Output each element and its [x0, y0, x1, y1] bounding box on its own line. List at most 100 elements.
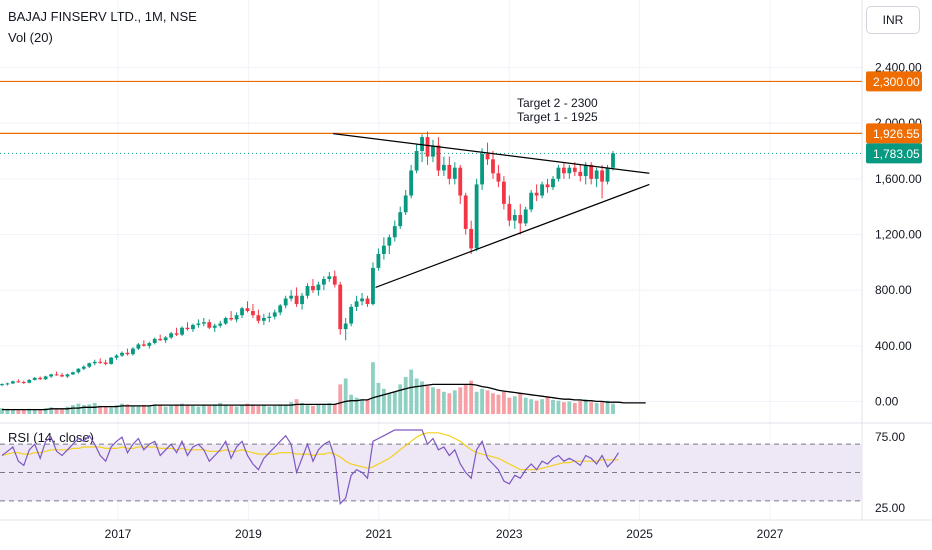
candle [578, 164, 583, 182]
candle-body [371, 267, 375, 305]
candle-body [283, 298, 288, 306]
candle-body [349, 306, 354, 324]
volume-bar [196, 406, 201, 414]
volume-bar [578, 400, 583, 414]
candle [229, 311, 234, 321]
volume-bar [218, 402, 223, 414]
candle-body [534, 192, 539, 196]
volume-bar [354, 397, 359, 414]
candle-body [512, 215, 517, 221]
volume-bar [469, 380, 474, 414]
candle [501, 176, 506, 210]
candle-body [43, 376, 48, 380]
candle [431, 139, 435, 163]
volume-bar [38, 410, 43, 414]
candle-body [529, 192, 534, 210]
candle-body [0, 384, 4, 386]
candle [381, 237, 386, 260]
candle-body [485, 153, 490, 160]
volume-bar [278, 404, 283, 414]
candle [403, 189, 408, 216]
candle [38, 376, 43, 380]
candle [321, 276, 326, 291]
volume-bar [332, 404, 337, 414]
candle-body [469, 228, 474, 249]
candle [594, 167, 599, 188]
candle [387, 234, 392, 254]
currency-button[interactable]: INR [866, 6, 920, 34]
candle-body [436, 145, 441, 171]
volume-bar [300, 402, 304, 414]
candle [452, 162, 457, 185]
candle-body [289, 295, 294, 299]
rsi-tick-label: 25.00 [875, 501, 905, 515]
volume-bar [152, 404, 157, 414]
candle [332, 270, 337, 288]
candle-body [327, 276, 332, 280]
candle-body [572, 167, 577, 172]
volume-bar [414, 378, 419, 414]
volume-bar [289, 402, 294, 414]
candles [0, 131, 615, 387]
candle-body [163, 337, 168, 341]
candle-body [256, 315, 261, 321]
price-axis: 2,400.002,000.001,600.001,200.00800.0040… [875, 61, 922, 409]
candle [98, 358, 103, 364]
candle-body [223, 318, 228, 324]
candle-body [376, 253, 381, 268]
candle [561, 162, 566, 179]
price-tick-label: 400.00 [875, 339, 912, 353]
candle-body [109, 357, 114, 364]
time-axis: 2017 2019 2021 2023 2025 2027 [105, 527, 784, 541]
price-badge-bg [866, 71, 922, 92]
candle [92, 359, 97, 366]
candle [131, 347, 135, 356]
candle-body [261, 318, 266, 321]
candle [463, 192, 468, 235]
candle [343, 318, 348, 341]
candle [441, 156, 446, 177]
volume-bar [251, 404, 255, 414]
candle-body [16, 381, 21, 383]
volume-bar [600, 401, 604, 414]
volume-bar [120, 403, 124, 414]
candle-body [518, 215, 523, 224]
candle-body [169, 333, 174, 338]
volume-bar [294, 399, 299, 414]
volume-bar [338, 384, 343, 414]
candle [212, 323, 217, 332]
volume-bar [611, 403, 615, 414]
candle-body [60, 375, 64, 377]
candle-body [332, 276, 337, 285]
price-tick-label: 1,600.00 [875, 172, 922, 186]
candle [518, 203, 523, 235]
candle [551, 176, 555, 190]
candle-body [605, 167, 610, 182]
candle [136, 343, 141, 351]
volume-bar [27, 408, 32, 414]
candle [60, 372, 64, 378]
trendline-lower [375, 183, 650, 288]
candle-body [343, 323, 348, 330]
volume-bar [229, 405, 234, 414]
candle [376, 248, 381, 271]
candle [251, 304, 255, 318]
candle-body [218, 323, 223, 326]
price-tick-label: 2,400.00 [875, 61, 922, 75]
candle-body [507, 203, 512, 221]
candle-body [207, 322, 212, 328]
candle [469, 220, 474, 254]
volume-bar [463, 384, 468, 414]
candle [141, 340, 146, 347]
candle [474, 178, 479, 252]
candle-body [381, 245, 386, 254]
volume-bar [589, 402, 594, 414]
volume-bar [245, 403, 250, 414]
volume-bar [32, 409, 37, 414]
candle-body [403, 195, 408, 213]
candle-body [321, 279, 326, 285]
volume-indicator-label[interactable]: Vol (20) [8, 30, 53, 45]
candle-body [201, 322, 206, 324]
price-badge-label: 1,783.05 [873, 147, 920, 161]
